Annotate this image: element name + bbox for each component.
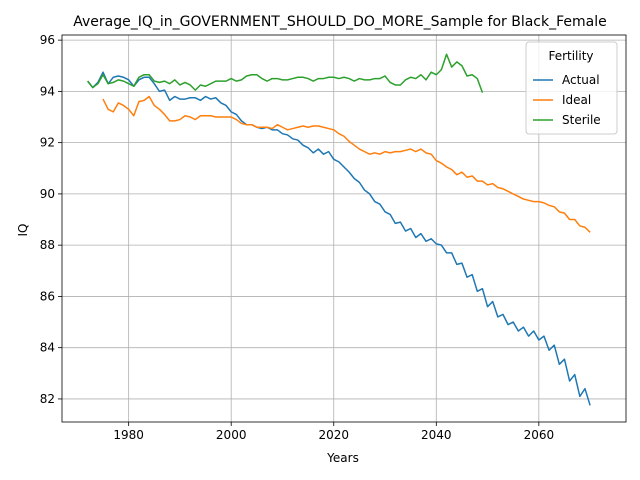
- legend-label-actual: Actual: [562, 73, 600, 87]
- series-line-ideal: [102, 95, 591, 233]
- y-tick-label: 90: [40, 187, 55, 201]
- y-axis-title: IQ: [16, 224, 30, 237]
- y-tick-label: 92: [40, 136, 55, 150]
- y-tick-label: 86: [40, 289, 55, 303]
- y-tick-label: 94: [40, 84, 55, 98]
- x-axis-title: Years: [326, 451, 359, 465]
- plot-area-frame: [61, 34, 627, 423]
- series-lines: [87, 53, 591, 406]
- series-line-sterile: [87, 53, 484, 93]
- x-axis-ticks: 1980 2000 2020 2040 2060: [113, 422, 554, 442]
- y-tick-label: 84: [40, 341, 55, 355]
- x-tick-label: 2020: [318, 428, 349, 442]
- series-line-actual: [87, 71, 591, 406]
- x-tick-label: 2000: [216, 428, 247, 442]
- x-tick-label: 2040: [421, 428, 452, 442]
- grid-lines: [62, 35, 626, 422]
- chart-title: Average_IQ_in_GOVERNMENT_SHOULD_DO_MORE_…: [73, 14, 606, 30]
- y-tick-label: 82: [40, 392, 55, 406]
- y-tick-label: 96: [40, 33, 55, 47]
- y-axis-ticks: 82 84 86 88 90 92 94 96: [40, 33, 62, 406]
- legend-label-sterile: Sterile: [562, 113, 601, 127]
- x-tick-label: 2060: [524, 428, 555, 442]
- legend-label-ideal: Ideal: [562, 93, 591, 107]
- legend: Fertility Actual Ideal Sterile: [525, 41, 618, 135]
- legend-box: [525, 41, 618, 135]
- legend-title: Fertility: [548, 49, 593, 63]
- y-tick-label: 88: [40, 238, 55, 252]
- legend-entries: Actual Ideal Sterile: [533, 73, 601, 127]
- x-tick-label: 1980: [113, 428, 144, 442]
